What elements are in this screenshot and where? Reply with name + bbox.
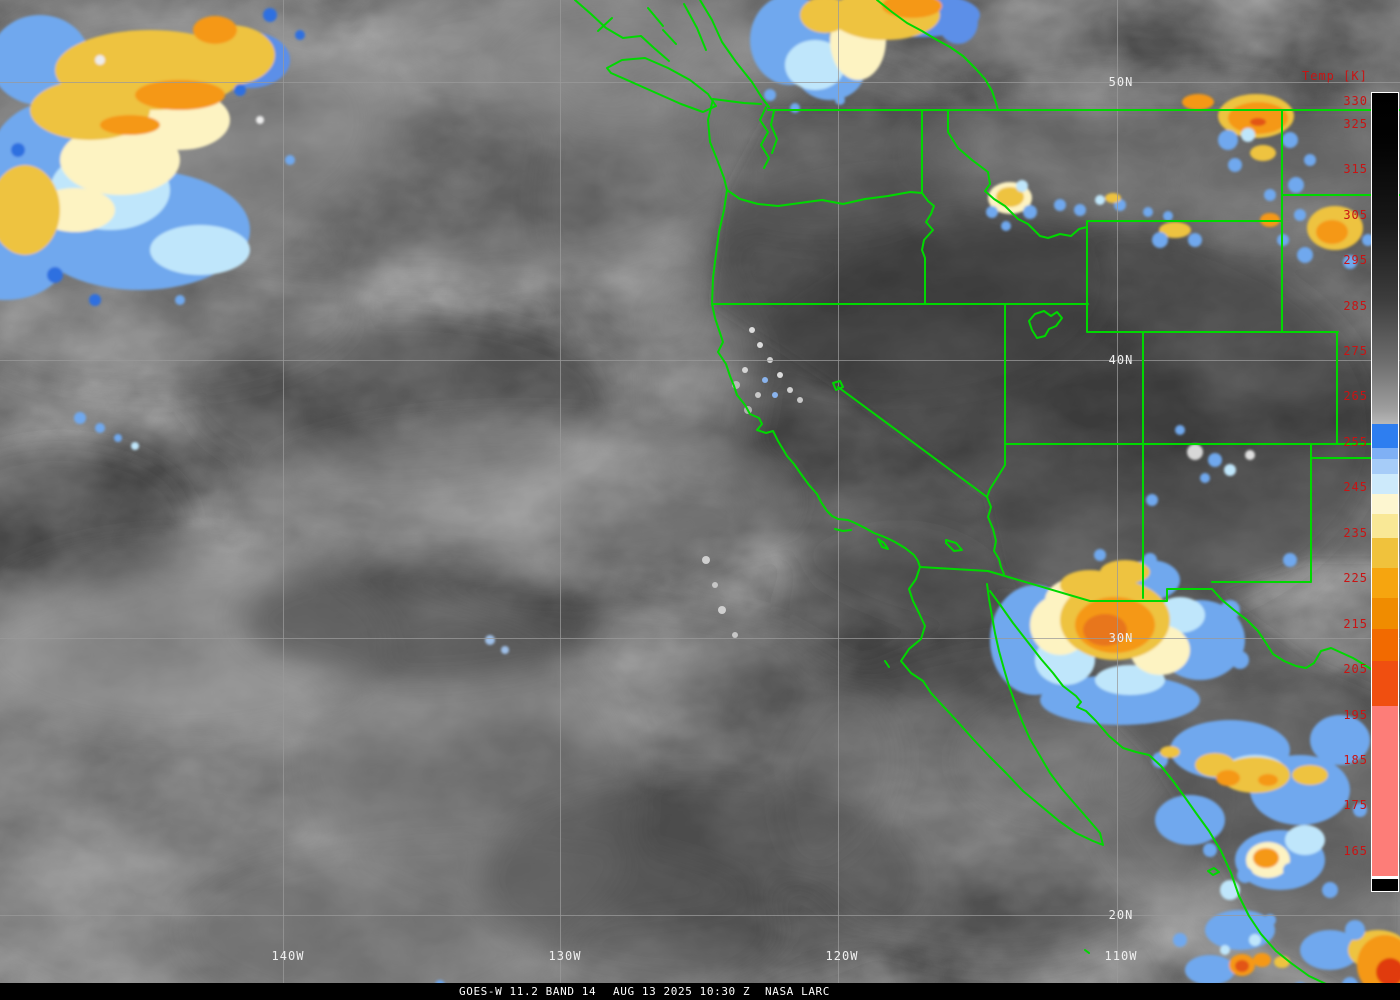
colorbar-tick: 330: [1343, 94, 1368, 108]
latitude-label: 20N: [1108, 908, 1134, 922]
longitude-label: 140W: [271, 949, 305, 963]
longitude-gridline: [560, 0, 561, 983]
state-borders: [711, 109, 1400, 599]
puget-sound-bc-coast: [574, 0, 778, 169]
latitude-gridline: [0, 82, 1400, 83]
pacific-coastline: [707, 98, 921, 568]
colorbar-tick: 285: [1343, 298, 1368, 313]
great-salt-lake: [1028, 310, 1063, 339]
longitude-gridline: [838, 0, 839, 983]
longitude-gridline: [283, 0, 284, 983]
mexico-border-rio-grande: [919, 566, 1394, 698]
longitude-label: 130W: [548, 949, 582, 963]
colorbar-tick: 255: [1343, 434, 1368, 449]
colorbar-tick: 165: [1343, 843, 1368, 858]
colorbar-tick: 205: [1343, 662, 1368, 677]
colorbar-tick: 305: [1343, 207, 1368, 222]
colorbar-tick: 215: [1343, 616, 1368, 631]
colorbar-tick: 295: [1343, 253, 1368, 268]
temperature-colorbar: [1371, 92, 1399, 892]
colorbar-tick: 265: [1343, 389, 1368, 404]
colorbar-tick: 275: [1343, 343, 1368, 358]
longitude-label: 110W: [1104, 949, 1138, 963]
colorbar-tick: 175: [1343, 798, 1368, 813]
colorbar-title: Temp [K]: [1302, 69, 1368, 83]
baja-california: [900, 566, 1104, 846]
latitude-label: 50N: [1108, 75, 1134, 89]
caption-credit: NASA LARC: [765, 985, 831, 998]
colorbar-tick: 245: [1343, 480, 1368, 495]
latitude-gridline: [0, 638, 1400, 639]
caption-product: GOES-W 11.2 BAND 14: [459, 985, 597, 998]
colorbar-tick: 225: [1343, 571, 1368, 586]
colorbar-tick: 235: [1343, 525, 1368, 540]
colorbar-tick: 325: [1343, 116, 1368, 131]
latitude-gridline: [0, 360, 1400, 361]
caption-bar: [0, 983, 1400, 1000]
colorbar-tick: 315: [1343, 162, 1368, 177]
lake-tahoe: [832, 380, 844, 391]
colorbar-tick: 185: [1343, 753, 1368, 768]
longitude-label: 120W: [825, 949, 859, 963]
mexico-mainland-coast: [989, 590, 1369, 1000]
bc-inland-line: [876, 0, 999, 111]
latitude-label: 40N: [1108, 353, 1134, 367]
offshore-islands: [884, 660, 1220, 954]
caption-datetime: AUG 13 2025 10:30 Z: [613, 985, 751, 998]
vancouver-island: [606, 57, 717, 113]
latitude-gridline: [0, 915, 1400, 916]
channel-islands: [834, 528, 963, 552]
longitude-gridline: [1117, 0, 1118, 983]
latitude-label: 30N: [1108, 631, 1134, 645]
colorbar-tick: 195: [1343, 707, 1368, 722]
